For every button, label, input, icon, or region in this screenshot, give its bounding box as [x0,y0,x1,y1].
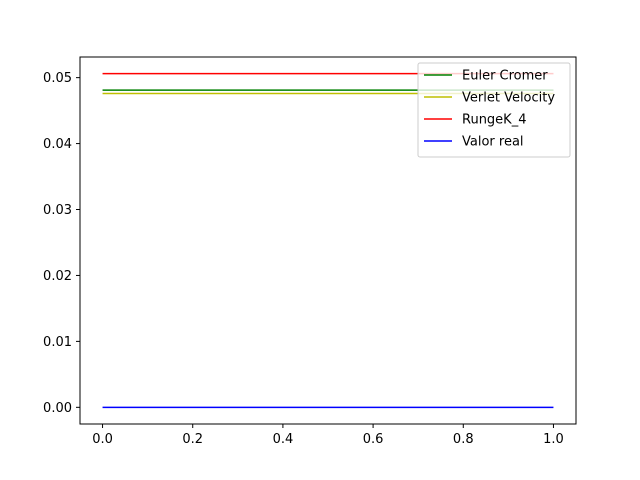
legend-label-3: Valor real [462,135,524,150]
axes-layer: 0.0 0.2 0.4 0.6 0.8 1.0 0.00 0.01 0.02 0.03 0.04 0.… [43,56,577,447]
y-tick-label: 0.00 [43,401,72,416]
legend-box [417,62,571,158]
y-tick-label: 0.05 [43,71,72,86]
x-tick-label: 0.4 [273,432,294,447]
y-tick-label: 0.03 [43,203,72,218]
legend-label-0: Euler Cromer [462,69,548,84]
plot-frame [79,56,577,425]
legend-label-2: RungeK_4 [462,113,526,128]
y-tick-label: 0.01 [43,335,72,350]
x-tick-label: 0.6 [363,432,384,447]
legend: Euler Cromer Verlet Velocity RungeK_4 Valor… [417,62,571,158]
y-tick-label: 0.02 [43,269,72,284]
x-tick-label: 0.8 [453,432,474,447]
legend-label-1: Verlet Velocity [462,91,555,106]
x-tick-label: 0.2 [182,432,203,447]
x-tick-label: 1.0 [543,432,564,447]
x-tick-label: 0.0 [92,432,113,447]
y-tick-label: 0.04 [43,137,72,152]
